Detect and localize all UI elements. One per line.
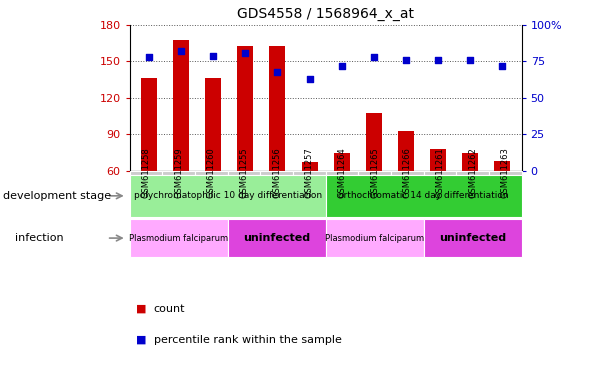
Text: ■: ■	[136, 304, 146, 314]
Bar	[494, 161, 510, 171]
Text: GSM611262: GSM611262	[468, 147, 477, 198]
Text: GSM611264: GSM611264	[338, 147, 347, 198]
Point	[144, 54, 154, 60]
Point	[305, 76, 314, 82]
Text: Plasmodium falciparum: Plasmodium falciparum	[325, 233, 424, 243]
Title: GDS4558 / 1568964_x_at: GDS4558 / 1568964_x_at	[237, 7, 414, 21]
Text: ■: ■	[136, 335, 146, 345]
Bar	[430, 149, 446, 171]
Point	[401, 57, 411, 63]
Bar	[237, 46, 253, 171]
Text: GSM611266: GSM611266	[403, 147, 412, 198]
Text: percentile rank within the sample: percentile rank within the sample	[154, 335, 342, 345]
Bar	[302, 162, 318, 171]
Point	[337, 63, 347, 69]
Text: GSM611263: GSM611263	[500, 147, 510, 198]
Text: uninfected: uninfected	[439, 233, 506, 243]
Bar	[173, 40, 189, 171]
Text: infection: infection	[15, 233, 64, 243]
Bar	[462, 153, 478, 171]
Text: count: count	[154, 304, 185, 314]
Point	[369, 54, 379, 60]
Bar	[333, 153, 350, 171]
Bar	[205, 78, 221, 171]
Text: GSM611265: GSM611265	[370, 147, 379, 198]
Text: GSM611257: GSM611257	[305, 147, 314, 198]
Text: Plasmodium falciparum: Plasmodium falciparum	[129, 233, 228, 243]
Text: GSM611258: GSM611258	[142, 147, 151, 198]
Text: GSM611255: GSM611255	[239, 147, 248, 198]
Text: orthochromatic 14 day differentiation: orthochromatic 14 day differentiation	[338, 191, 509, 200]
Text: GSM611259: GSM611259	[174, 147, 183, 198]
Text: polychromatophilic 10 day differentiation: polychromatophilic 10 day differentiatio…	[134, 191, 321, 200]
Point	[176, 48, 186, 54]
Point	[497, 63, 507, 69]
Text: development stage: development stage	[3, 191, 111, 201]
Bar	[366, 113, 382, 171]
Point	[273, 69, 282, 75]
Text: uninfected: uninfected	[243, 233, 310, 243]
Point	[241, 50, 250, 56]
Bar	[141, 78, 157, 171]
Text: GSM611260: GSM611260	[207, 147, 216, 198]
Point	[209, 53, 218, 59]
Text: GSM611261: GSM611261	[435, 147, 444, 198]
Bar	[398, 131, 414, 171]
Text: GSM611256: GSM611256	[272, 147, 281, 198]
Point	[433, 57, 443, 63]
Bar	[270, 46, 285, 171]
Point	[466, 57, 475, 63]
